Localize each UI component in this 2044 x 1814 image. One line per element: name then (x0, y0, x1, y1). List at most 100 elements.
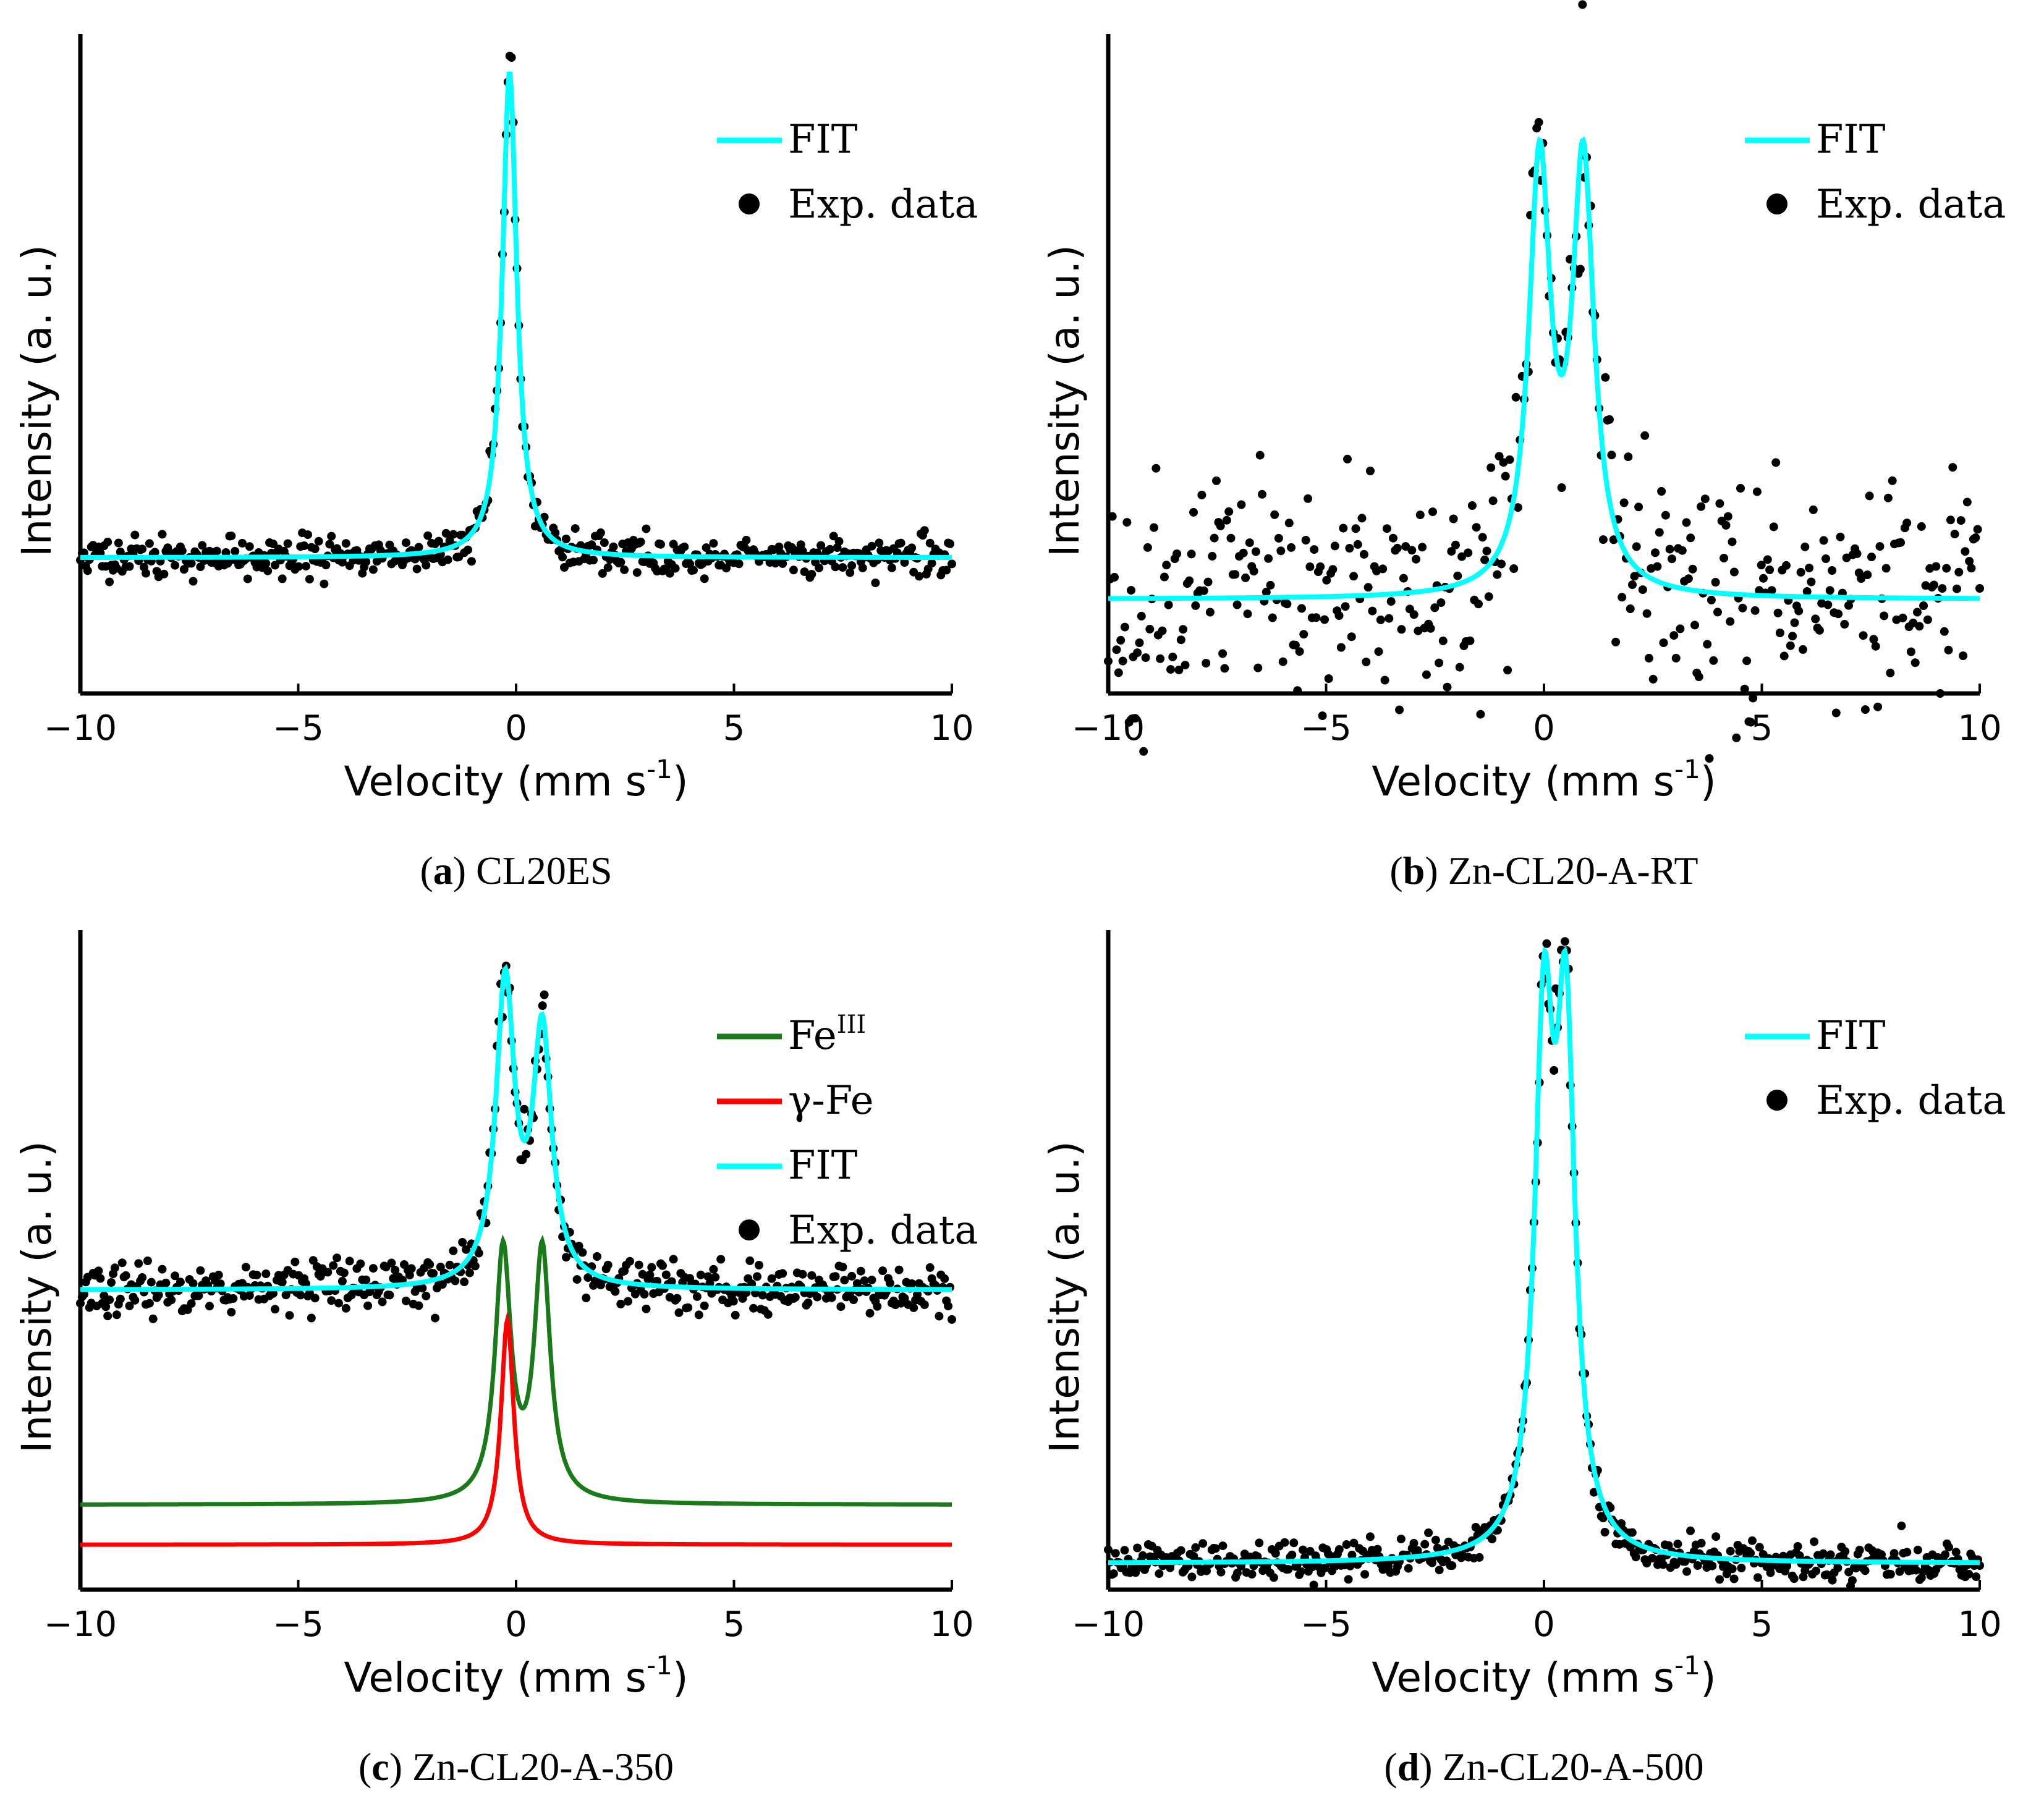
data-point (252, 1270, 261, 1279)
data-point (1742, 656, 1752, 666)
x-tick-label: −5 (273, 708, 324, 748)
data-point (445, 1260, 454, 1269)
data-point (1794, 606, 1804, 616)
data-point (1324, 674, 1333, 683)
data-point (1307, 1562, 1317, 1572)
data-point (674, 1308, 684, 1317)
data-point (800, 567, 809, 577)
data-point (1967, 564, 1976, 573)
data-point (1759, 574, 1768, 583)
data-point (158, 1265, 167, 1274)
data-point (1393, 543, 1402, 553)
data-point (642, 1304, 651, 1313)
data-point (755, 1261, 763, 1269)
x-tick-label: 10 (1957, 708, 2001, 748)
data-point (387, 1258, 396, 1268)
x-axis-label: Velocity (mm s-1) (1372, 754, 1716, 805)
data-point (1713, 608, 1722, 617)
data-point (815, 563, 824, 572)
data-point (1187, 1572, 1197, 1582)
data-point (1409, 1538, 1419, 1548)
data-point (1726, 617, 1735, 626)
data-point (1343, 454, 1352, 464)
data-point (1834, 609, 1843, 619)
data-point (1721, 520, 1731, 530)
data-point (1137, 611, 1146, 621)
data-point (1823, 600, 1833, 609)
data-point (1237, 500, 1246, 509)
data-point (1309, 1580, 1318, 1590)
data-point (1283, 600, 1292, 609)
data-point (1708, 1561, 1717, 1570)
data-point (1330, 541, 1339, 551)
legend-label: FeIII (788, 1011, 866, 1059)
data-point (1732, 733, 1741, 742)
data-point (847, 1271, 857, 1281)
data-point (1752, 487, 1762, 496)
data-point (148, 1314, 158, 1323)
data-point (907, 543, 917, 553)
data-point (231, 546, 240, 556)
legend: FIT Exp. data (717, 117, 978, 227)
data-point (1941, 1550, 1950, 1559)
x-tick-label: −5 (273, 1604, 324, 1645)
data-point (1127, 586, 1135, 595)
data-point (1811, 614, 1820, 624)
data-point (1557, 483, 1566, 492)
data-point (327, 1296, 336, 1305)
data-point (1740, 684, 1749, 693)
data-point (1344, 1575, 1353, 1584)
legend: FeIII γ-Fe FIT Exp. data (717, 1011, 978, 1253)
data-point (1640, 431, 1650, 440)
data-point (1807, 577, 1816, 587)
data-point (603, 1260, 613, 1269)
data-point (1232, 600, 1242, 609)
data-point (1912, 1566, 1920, 1575)
data-point (1668, 554, 1676, 564)
data-point (1160, 572, 1169, 582)
data-point (1174, 665, 1184, 674)
data-point (1859, 631, 1868, 640)
data-point (300, 541, 309, 550)
data-point (261, 559, 271, 568)
data-point (1253, 663, 1263, 672)
data-point (625, 1257, 634, 1266)
data-point (356, 1259, 365, 1268)
data-point (1495, 452, 1504, 461)
x-tick-label: 0 (505, 1604, 527, 1645)
data-point (194, 1291, 203, 1300)
data-point (334, 1299, 343, 1308)
data-point (561, 1253, 570, 1262)
data-point (767, 1274, 776, 1283)
data-point (1247, 1570, 1257, 1579)
data-point (1822, 1570, 1831, 1579)
data-point (1836, 532, 1845, 541)
data-point (1771, 458, 1781, 467)
data-point (1158, 626, 1167, 635)
data-point (205, 1302, 214, 1311)
data-point (1218, 1541, 1228, 1551)
data-point (423, 531, 433, 540)
data-point (1709, 656, 1718, 665)
data-point (385, 1291, 394, 1300)
data-point (1111, 1549, 1120, 1558)
data-point (849, 1295, 858, 1304)
component-curve-0 (80, 1234, 952, 1507)
data-point (138, 545, 147, 554)
data-point (1860, 705, 1870, 714)
data-point (636, 537, 645, 546)
data-point (94, 1266, 103, 1276)
data-point (105, 1295, 114, 1305)
data-point (1671, 653, 1681, 663)
data-point (1436, 598, 1446, 608)
data-point (1374, 647, 1383, 656)
data-point (942, 566, 951, 575)
data-point (1464, 548, 1473, 557)
data-point (1198, 1539, 1208, 1548)
data-point (1211, 1544, 1220, 1553)
data-point (829, 532, 838, 541)
data-point (1860, 1566, 1870, 1575)
data-point (1628, 580, 1637, 590)
data-point (1476, 710, 1485, 719)
data-point (1424, 1528, 1433, 1537)
